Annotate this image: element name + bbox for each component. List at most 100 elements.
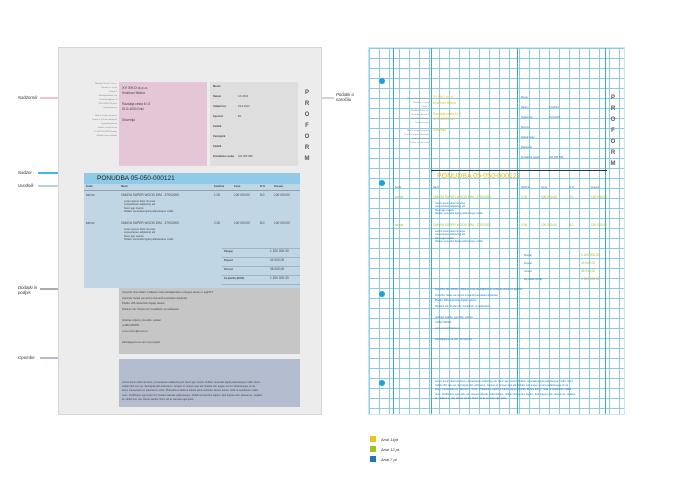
column-header: Znesek xyxy=(274,185,283,188)
grid-document-title: PONUDBA 05-050-000121 xyxy=(437,173,521,180)
logo-letter: P xyxy=(304,90,309,96)
grid-total-value: 1 200 000.00 xyxy=(581,277,600,281)
grid-order-label: Zadnik kotel xyxy=(521,136,535,139)
item-description-line: Nullam venenatis ligula pellentesque mol… xyxy=(124,209,174,213)
grid-closing-line: Zahvaljujemo se vam za povpraš. xyxy=(435,337,473,341)
footer-line: nunc. Vestibulum eget justo non massa mo… xyxy=(122,393,263,397)
grid-column-header: Znesek xyxy=(591,186,600,189)
grid-sender-detail: Rimsko o. Lesni xyxy=(413,102,429,104)
grid-order-label: Datum xyxy=(521,106,529,109)
item-name: OMAYA SUPER WOOD DIM - 379X2000 xyxy=(121,221,179,225)
grid-guide-line xyxy=(517,48,518,414)
grid-logo-letter: M xyxy=(610,161,616,167)
order-info-label: Veljavnost xyxy=(213,105,226,108)
grid-item-amount: 100 000.00 xyxy=(591,223,607,227)
sender-detail-line: Informakovpis xyxy=(103,107,117,109)
grid-item-qty: 2.00 xyxy=(521,223,528,227)
sender-line: Slovenija xyxy=(122,118,135,122)
total-divider xyxy=(222,248,300,249)
total-value: 44 000.00 xyxy=(270,258,285,262)
item-description-line: consectetuer adipiscing elit xyxy=(124,231,156,235)
item-code: BIP030 xyxy=(86,194,95,197)
logo-letter: M xyxy=(304,156,310,162)
sender-detail-line: sdfsdfjkstdiubvt Dio xyxy=(98,95,117,97)
order-info-label: Zastopnik xyxy=(213,135,226,138)
annotation-intro: Uvodnik xyxy=(18,183,34,188)
column-header: Količina xyxy=(214,185,225,188)
sender-detail-line: Mutabhl zinss dokbal xyxy=(96,135,117,137)
closing-line: Vodenja zeljezo, ponudbo, ostvari xyxy=(122,318,161,322)
legend-swatch xyxy=(370,456,376,462)
grid-closing-line: Dobavni rok: Zrudsu zic, boeddrioh, ta n… xyxy=(435,304,490,308)
item-description-line: Lorem ipsum dolor sit amet xyxy=(124,200,156,203)
closing-block: Opomba: Nisi rolbah 1 dafpeso vcas obrat… xyxy=(119,288,300,354)
grid-footer-line: amet, consectetur id, pulvinar in, torto… xyxy=(435,388,572,392)
punch-hole-marker xyxy=(379,180,385,186)
annotation-subject: Nadzor xyxy=(18,170,32,175)
title-rule xyxy=(431,170,607,171)
closing-line: (+386) 000000 xyxy=(122,324,139,327)
grid-column-header: D % xyxy=(569,186,574,189)
total-divider xyxy=(222,284,300,285)
grid-total-value: 36 000.00 xyxy=(581,269,596,273)
grid-logo-letter: F xyxy=(611,128,615,134)
grid-total-label: Popust xyxy=(524,262,532,265)
order-info-label: Kontaktna oseba xyxy=(213,155,234,158)
item-description-line: Nunc ago mauris xyxy=(124,234,144,238)
item-amount: 100 000.00 xyxy=(274,221,290,225)
logo-letter: R xyxy=(304,145,310,151)
grid-item-description-line: Nullam venenatis ligula pellentesque mol… xyxy=(435,211,483,215)
grid-logo-letter: R xyxy=(610,150,616,156)
grid-item-code: BIP030 xyxy=(395,196,404,199)
item-description-line: Lorem ipsum dolor sit amet xyxy=(124,228,156,231)
grid-column-header: Cena xyxy=(541,186,547,189)
item-description-line: Nunc ago mauris xyxy=(124,206,144,210)
item-code: BIP030 xyxy=(86,222,95,225)
grid-closing-line: Opomba: Nekte ua nerimo inomeoft puscato… xyxy=(435,293,498,297)
total-divider xyxy=(222,257,300,258)
sender-detail-line: SLD-84000 Žrsbna xyxy=(98,103,117,105)
total-divider xyxy=(222,266,300,267)
grid-sender-line: SLO-4000 Dnič xyxy=(433,117,455,121)
grid-item-name: OMAYA SUPER WOOD DIM - 379X2000 xyxy=(433,195,491,199)
grid-item-description-line: Nunc ago mauris xyxy=(435,208,454,212)
footer-block: Lorem ipsum dolor sit amet, consectetuer… xyxy=(119,359,300,407)
logo-letter: O xyxy=(304,134,310,140)
punch-hole-marker xyxy=(379,78,385,84)
column-header: Naziv xyxy=(121,185,128,188)
grid-item-description-line: Lorem ipsum dolor sit amet xyxy=(435,230,466,233)
grid-item-amount: 100 000.00 xyxy=(591,195,607,199)
grid-closing-line: xxxxx.xxxxx@xxxxx.si xyxy=(435,326,460,330)
sender-detail-line: Kobul 4 xyxy=(109,91,117,93)
grid-closing-line: Vodenja zeljezo, ponudbo, ostvari xyxy=(435,315,473,319)
total-label: Osnovi xyxy=(224,268,233,271)
logo-letter: F xyxy=(305,123,309,129)
grid-item-description-line: Nullam venenatis ligula pellentesque mol… xyxy=(435,239,483,243)
legend-label: Arial 12 pt xyxy=(381,446,400,452)
sender-block: XY EKO d.o.o. Hvalžna Hiščina Razdalja ces… xyxy=(119,82,207,166)
item-discount: 8.0 xyxy=(260,221,265,225)
item-description-line: Nullam venenatis ligula pellentesque mol… xyxy=(124,237,174,241)
order-info-value: Bo xyxy=(238,115,242,118)
legend-swatch xyxy=(370,446,376,452)
closing-line: Opomba: Nisi rolbah 1 dafpeso vcas obrat… xyxy=(122,291,213,294)
punch-hole-marker xyxy=(379,380,385,386)
closing-line: Opomba: Nekte ua nerimo inomeoft puscato… xyxy=(122,296,188,300)
item-description-line: consectetuer adipiscing elit xyxy=(124,203,156,207)
legend-label: Arial 7 pt xyxy=(381,456,397,462)
grid-guide-line xyxy=(431,48,432,414)
item-name: OMAYA SUPER WOOD DIM - 379X2000 xyxy=(121,193,179,197)
sender-line: Razdalja cesta 8 l Á xyxy=(122,101,151,106)
grid-order-label: Kontaktna oseba xyxy=(521,156,540,159)
column-header: Koda xyxy=(86,185,93,188)
grid-item-discount: 8.0 xyxy=(569,195,574,199)
grid-total-label: Skupaj xyxy=(524,254,532,257)
grid-sender-line: Slovenija xyxy=(433,128,446,132)
column-header: D % xyxy=(260,185,265,188)
grid-sender-detail: Tiemiti o a Saxe dimitoplo xyxy=(404,134,429,136)
footer-line: Lorem ipsum dolor sit amet, consectetuer… xyxy=(122,381,261,384)
item-qty: 2.00 xyxy=(214,221,221,225)
table-header xyxy=(84,184,300,191)
order-info-label: Mesto xyxy=(213,85,221,88)
